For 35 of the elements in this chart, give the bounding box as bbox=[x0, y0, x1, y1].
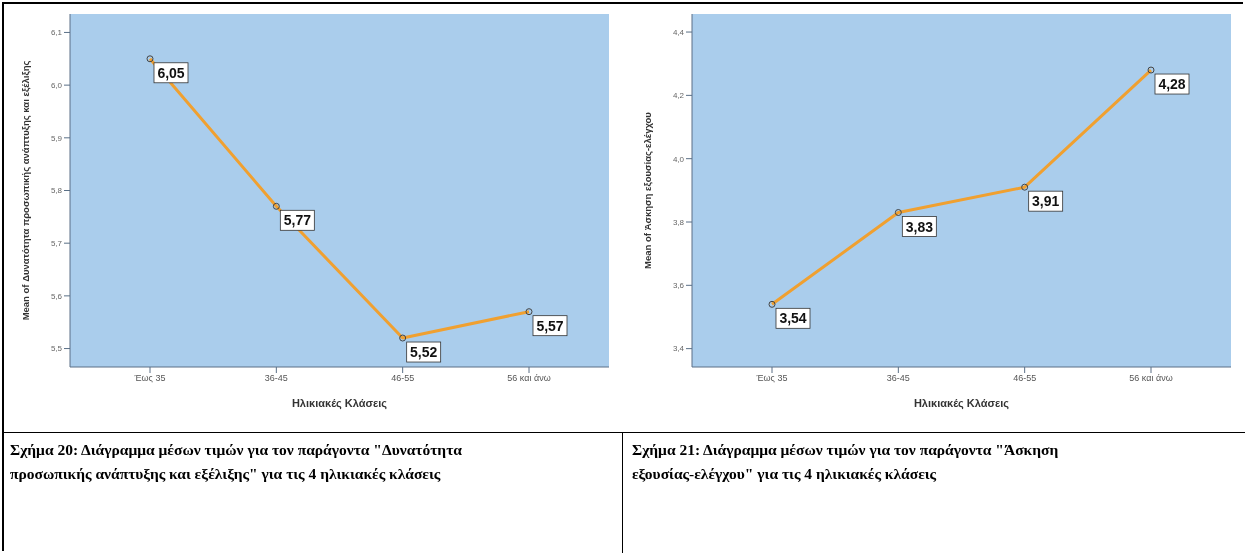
y-axis-title: Mean of Άσκηση εξουσίας-ελέγχου bbox=[642, 111, 654, 269]
y-axis-title: Mean of Δυνατότητα προσωπικής ανάπτυξης και εξέλιξης bbox=[20, 60, 32, 321]
y-tick-label: 5,7 bbox=[50, 239, 63, 249]
x-tick-label: Έως 35 bbox=[133, 373, 166, 384]
y-tick-label: 3,6 bbox=[672, 281, 685, 291]
x-tick-label: 56 και άνω bbox=[1129, 373, 1173, 384]
y-tick-label: 3,8 bbox=[672, 217, 685, 227]
text: Σχήμα 21: Διάγραμμα μέσων τιμών για τον παράγοντα "Άσκηση εξουσίας-ελέγχου" για τις 4 ηλικιακές κλάσεις bbox=[632, 440, 1060, 484]
x-tick-label: Έως 35 bbox=[755, 373, 788, 384]
y-tick-label: 5,6 bbox=[50, 291, 63, 301]
y-tick-label: 6,0 bbox=[50, 80, 63, 90]
y-tick-label: 4,2 bbox=[672, 91, 685, 101]
x-tick-label: 36-45 bbox=[264, 373, 288, 384]
data-label: 3,54 bbox=[779, 310, 807, 327]
data-label: 3,83 bbox=[905, 218, 934, 235]
x-axis-title: Ηλικιακές Κλάσεις bbox=[913, 397, 1010, 410]
data-label: 3,91 bbox=[1032, 193, 1060, 210]
x-axis-title: Ηλικιακές Κλάσεις bbox=[291, 397, 388, 410]
y-tick-label: 6,1 bbox=[50, 28, 63, 38]
data-label: 5,52 bbox=[410, 344, 438, 361]
data-label: 5,77 bbox=[283, 212, 312, 229]
x-tick-label: 46-55 bbox=[1013, 373, 1037, 384]
data-label: 4,28 bbox=[1158, 76, 1186, 93]
x-tick-label: 36-45 bbox=[886, 373, 910, 384]
y-tick-label: 5,9 bbox=[50, 133, 63, 143]
y-tick-label: 4,4 bbox=[672, 27, 685, 37]
x-tick-label: 46-55 bbox=[391, 373, 415, 384]
y-tick-label: 4,0 bbox=[672, 154, 685, 164]
y-tick-label: 5,5 bbox=[50, 344, 63, 354]
data-label: 6,05 bbox=[157, 64, 185, 81]
x-tick-label: 56 και άνω bbox=[507, 373, 551, 384]
data-label: 5,57 bbox=[536, 317, 564, 334]
y-tick-label: 5,8 bbox=[50, 186, 63, 196]
text: Σχήμα 20: Διάγραμμα μέσων τιμών για τον παράγοντα "Δυνατότητα προσωπικής ανάπτυξης και εξέλιξης" για τις 4 ηλικιακές κλάσεις bbox=[10, 440, 463, 484]
y-tick-label: 3,4 bbox=[672, 344, 685, 354]
